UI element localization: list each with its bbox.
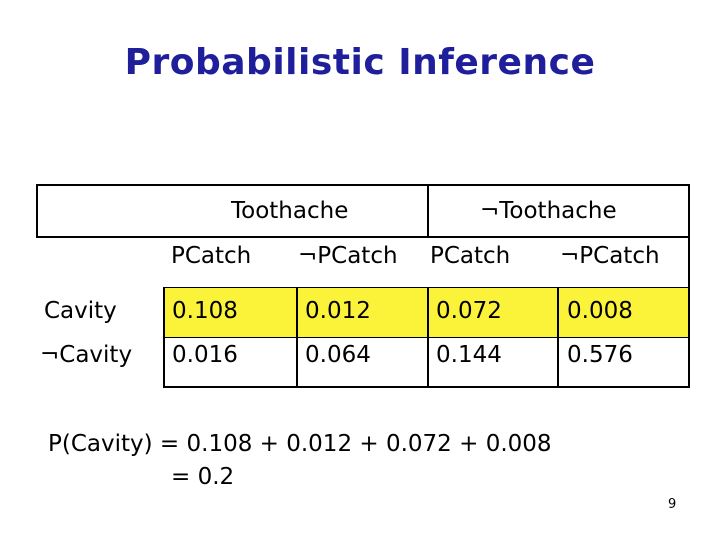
table-cell: 0.144 (436, 342, 502, 368)
header-toothache: Toothache (231, 198, 349, 224)
table-cell: 0.108 (172, 298, 238, 324)
table-column-divider (427, 184, 429, 236)
table-cell: 0.012 (305, 298, 371, 324)
table-column-divider (427, 287, 429, 388)
table-top-border (36, 184, 690, 186)
joint-probability-table: Toothache ¬Toothache PCatch ¬PCatch PCat… (36, 184, 690, 388)
table-header-divider (36, 236, 690, 238)
page-number: 9 (668, 497, 677, 512)
row-label-cavity: Cavity (44, 298, 117, 324)
marginal-probability-formula: P(Cavity) = 0.108 + 0.012 + 0.072 + 0.00… (48, 428, 552, 495)
table-cell: 0.016 (172, 342, 238, 368)
cavity-row-highlight (163, 287, 690, 337)
formula-line-1: P(Cavity) = 0.108 + 0.012 + 0.072 + 0.00… (48, 431, 552, 457)
formula-line-2: = 0.2 (171, 464, 235, 491)
subheader-pcatch: PCatch (171, 243, 252, 269)
table-cell: 0.072 (436, 298, 502, 324)
header-not-toothache: ¬Toothache (480, 198, 617, 224)
table-left-border (36, 184, 38, 236)
table-right-border (688, 184, 690, 388)
table-row-divider (163, 287, 690, 288)
table-cell: 0.008 (567, 298, 633, 324)
table-cell: 0.576 (567, 342, 633, 368)
subheader-not-pcatch: ¬PCatch (560, 243, 660, 269)
subheader-pcatch: PCatch (430, 243, 511, 269)
table-cell: 0.064 (305, 342, 371, 368)
table-column-divider (163, 287, 165, 388)
table-column-divider (557, 287, 559, 388)
slide-title: Probabilistic Inference (124, 42, 596, 83)
row-label-not-cavity: ¬Cavity (40, 342, 133, 368)
table-row-divider (163, 337, 690, 338)
table-bottom-border (163, 386, 690, 388)
table-column-divider (296, 287, 298, 388)
subheader-not-pcatch: ¬PCatch (298, 243, 398, 269)
